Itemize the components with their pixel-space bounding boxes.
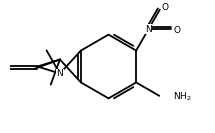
Text: N: N: [145, 25, 152, 34]
Text: NH$_2$: NH$_2$: [173, 91, 191, 103]
Text: N: N: [57, 69, 63, 78]
Text: O: O: [174, 26, 181, 35]
Text: O: O: [161, 3, 168, 12]
